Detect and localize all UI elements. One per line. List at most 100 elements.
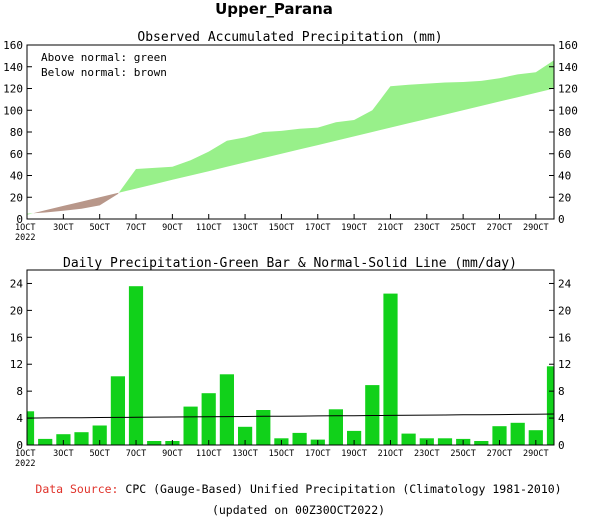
x-tick-label: 15OCT	[269, 223, 295, 233]
x-tick-label: 9OCT	[162, 223, 182, 233]
daily-bar	[238, 426, 253, 445]
y-tick-label-left: 100	[3, 104, 23, 117]
x-tick-label: 11OCT	[196, 449, 222, 459]
daily-bar	[56, 434, 71, 445]
x-tick-label: 1OCT	[15, 449, 35, 459]
below-normal-area	[33, 192, 119, 214]
y-tick-label-left: 140	[3, 61, 23, 74]
y-tick-label-right: 20	[558, 191, 571, 204]
normal-line	[26, 413, 555, 419]
x-tick-label: 23OCT	[414, 223, 440, 233]
accumulated-precipitation-chart: Observed Accumulated Precipitation (mm) …	[3, 30, 578, 243]
x-tick-label: 25OCT	[450, 449, 476, 459]
y-tick-label-left: 80	[10, 126, 23, 139]
x-year-label: 2022	[15, 233, 35, 243]
y-tick-label-right: 60	[558, 148, 571, 161]
x-tick-label: 17OCT	[305, 223, 331, 233]
daily-bar	[383, 293, 398, 445]
x-tick-label: 3OCT	[53, 449, 73, 459]
above-normal-area	[118, 60, 555, 193]
above-normal-area	[27, 213, 34, 215]
x-tick-label: 29OCT	[523, 449, 549, 459]
y-tick-label-left: 20	[10, 191, 23, 204]
accumulated-chart-title: Observed Accumulated Precipitation (mm)	[137, 30, 442, 45]
daily-bar	[328, 409, 343, 445]
x-tick-label: 7OCT	[126, 449, 146, 459]
y-tick-label-right: 0	[558, 439, 565, 452]
y-tick-label-right: 24	[558, 277, 572, 290]
x-tick-label: 7OCT	[126, 223, 146, 233]
x-tick-label: 13OCT	[232, 223, 258, 233]
y-tick-label-right: 0	[558, 213, 565, 226]
x-tick-label: 11OCT	[196, 223, 222, 233]
y-tick-label-left: 12	[10, 358, 23, 371]
daily-bar	[510, 422, 525, 445]
daily-bar	[219, 374, 234, 445]
x-tick-label: 29OCT	[523, 223, 549, 233]
y-tick-label-left: 20	[10, 304, 23, 317]
x-tick-label: 27OCT	[487, 449, 513, 459]
daily-bar	[292, 432, 307, 445]
y-tick-label-left: 8	[16, 385, 23, 398]
x-tick-label: 19OCT	[341, 449, 367, 459]
daily-bar	[74, 432, 89, 445]
daily-bar	[183, 406, 198, 445]
daily-bar	[92, 425, 107, 445]
x-tick-label: 17OCT	[305, 449, 331, 459]
x-year-label: 2022	[15, 459, 35, 469]
daily-bar	[147, 441, 162, 445]
y-tick-label-right: 40	[558, 170, 571, 183]
y-tick-label-right: 4	[558, 412, 565, 425]
x-tick-label: 27OCT	[487, 223, 513, 233]
daily-bar	[437, 438, 453, 445]
y-tick-label-left: 60	[10, 148, 23, 161]
legend-below-normal: Below normal: brown	[41, 66, 167, 79]
y-tick-label-right: 120	[558, 83, 578, 96]
y-tick-label-right: 140	[558, 61, 578, 74]
daily-bar	[110, 376, 125, 445]
data-source-line: Data Source: CPC (Gauge-Based) Unified P…	[0, 482, 597, 496]
data-source-label: Data Source:	[35, 482, 119, 496]
y-tick-label-right: 160	[558, 39, 578, 52]
updated-text: (updated on 00Z30OCT2022)	[211, 503, 386, 517]
daily-precipitation-chart: Daily Precipitation-Green Bar & Normal-S…	[10, 256, 572, 469]
daily-chart-title: Daily Precipitation-Green Bar & Normal-S…	[63, 256, 517, 271]
daily-plot-frame	[26, 269, 555, 446]
y-tick-label-left: 120	[3, 83, 23, 96]
daily-bar	[347, 430, 362, 445]
y-tick-label-left: 4	[16, 412, 23, 425]
x-tick-label: 23OCT	[414, 449, 440, 459]
updated-line: (updated on 00Z30OCT2022)	[0, 503, 597, 517]
x-tick-label: 19OCT	[341, 223, 367, 233]
x-tick-label: 5OCT	[89, 223, 109, 233]
x-tick-label: 3OCT	[53, 223, 73, 233]
daily-bar	[38, 438, 53, 445]
y-tick-label-left: 160	[3, 39, 23, 52]
daily-bar	[546, 366, 554, 446]
legend-above-normal: Above normal: green	[41, 51, 167, 64]
y-tick-label-left: 0	[16, 213, 23, 226]
x-tick-label: 21OCT	[378, 223, 404, 233]
daily-bar	[256, 410, 271, 445]
x-tick-label: 1OCT	[15, 223, 35, 233]
daily-bar	[474, 441, 489, 445]
daily-bar	[201, 393, 216, 445]
y-tick-label-right: 8	[558, 385, 565, 398]
y-tick-label-right: 80	[558, 126, 571, 139]
y-tick-label-left: 40	[10, 170, 23, 183]
y-tick-label-right: 20	[558, 304, 571, 317]
data-source-text: CPC (Gauge-Based) Unified Precipitation …	[118, 482, 562, 496]
x-tick-label: 15OCT	[269, 449, 295, 459]
daily-bar	[27, 411, 35, 445]
daily-bar	[401, 433, 416, 445]
daily-bar	[492, 426, 507, 445]
x-tick-label: 25OCT	[450, 223, 476, 233]
y-tick-label-left: 16	[10, 331, 23, 344]
x-tick-label: 21OCT	[378, 449, 404, 459]
page-title: Upper_Parana	[215, 0, 333, 18]
y-tick-label-right: 16	[558, 331, 571, 344]
daily-bar	[528, 430, 543, 445]
y-tick-label-right: 100	[558, 104, 578, 117]
y-tick-label-left: 24	[10, 277, 24, 290]
